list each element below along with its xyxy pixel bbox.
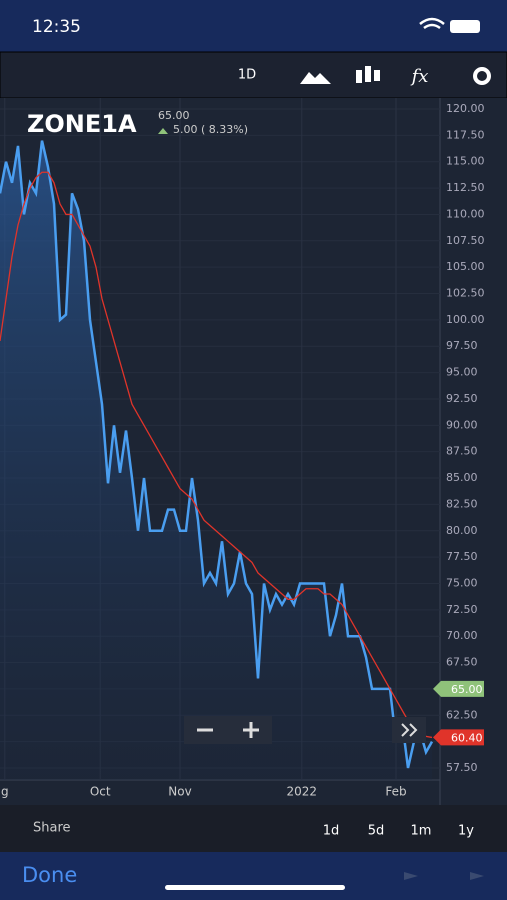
y-tick-label: 67.50 — [446, 656, 478, 669]
range-buttons: 1d 5d 1m 1y — [323, 824, 475, 839]
y-tick-label: 77.50 — [446, 550, 478, 563]
y-tick-label: 92.50 — [446, 392, 478, 405]
clock: 12:35 — [32, 17, 81, 37]
up-arrow — [158, 128, 168, 134]
price-tag — [433, 680, 484, 697]
symbol: ZONE1A — [27, 110, 137, 138]
y-tick-label: 82.50 — [446, 497, 478, 510]
range-bar — [0, 805, 507, 852]
y-tick-label: 70.00 — [446, 629, 478, 642]
interval-button[interactable]: 1D — [238, 68, 256, 83]
candle-icon[interactable] — [356, 66, 380, 83]
zoom-in[interactable] — [243, 722, 259, 738]
toolbar — [0, 51, 507, 99]
x-tick-label: Oct — [90, 785, 111, 799]
y-tick-label: 95.00 — [446, 366, 478, 379]
y-tick-label: 105.00 — [446, 260, 485, 273]
done-button[interactable]: Done — [22, 863, 77, 887]
y-tick-label: 120.00 — [446, 102, 485, 115]
y-tick-label: 80.00 — [446, 524, 478, 537]
price: 65.00 — [158, 109, 190, 122]
area-chart-icon[interactable] — [300, 72, 331, 84]
x-tick-label: Nov — [168, 785, 191, 799]
y-tick-label: 62.50 — [446, 708, 478, 721]
price-tag-label: 60.40 — [451, 731, 483, 744]
y-tick-label: 85.00 — [446, 471, 478, 484]
y-tick-label: 102.50 — [446, 287, 485, 300]
series-group — [0, 140, 434, 780]
settings-icon[interactable] — [473, 67, 491, 85]
price-area — [0, 140, 432, 780]
y-tick-label: 57.50 — [446, 761, 478, 774]
x-tick-label: g — [1, 785, 9, 799]
change: 5.00 ( 8.33%) — [173, 123, 248, 136]
y-tick-label: 107.50 — [446, 234, 485, 247]
moving-average-line — [0, 171, 433, 739]
wifi — [419, 17, 445, 30]
plot: 57.5060.0062.5065.0067.5070.0072.5075.00… — [0, 98, 485, 805]
battery — [450, 20, 480, 33]
y-tick-label: 115.00 — [446, 155, 485, 168]
x-tick-label: Feb — [385, 785, 406, 799]
y-tick-label: 117.50 — [446, 128, 485, 141]
y-tick-label: 100.00 — [446, 313, 485, 326]
price-tag-label: 65.00 — [451, 683, 483, 696]
y-tick-label: 87.50 — [446, 445, 478, 458]
range-button[interactable]: 1m — [411, 824, 432, 839]
price-tag — [433, 729, 484, 746]
range-button[interactable]: 5d — [368, 824, 385, 839]
range-button[interactable]: 1d — [323, 824, 340, 839]
status-bar — [0, 0, 507, 52]
y-tick-label: 110.00 — [446, 207, 485, 220]
y-tick-label: 112.50 — [446, 181, 485, 194]
y-tick-label: 72.50 — [446, 603, 478, 616]
share-button[interactable]: Share — [33, 821, 71, 836]
x-tick-label: 2022 — [287, 785, 318, 799]
home-indicator — [165, 885, 345, 890]
range-button[interactable]: 1y — [458, 824, 474, 839]
y-tick-label: 97.50 — [446, 339, 478, 352]
scroll-end-icon — [401, 723, 418, 737]
y-tick-label: 90.00 — [446, 418, 478, 431]
nav-bar — [0, 852, 507, 900]
y-tick-label: 75.00 — [446, 576, 478, 589]
indicator-icon[interactable]: fx — [410, 66, 429, 87]
